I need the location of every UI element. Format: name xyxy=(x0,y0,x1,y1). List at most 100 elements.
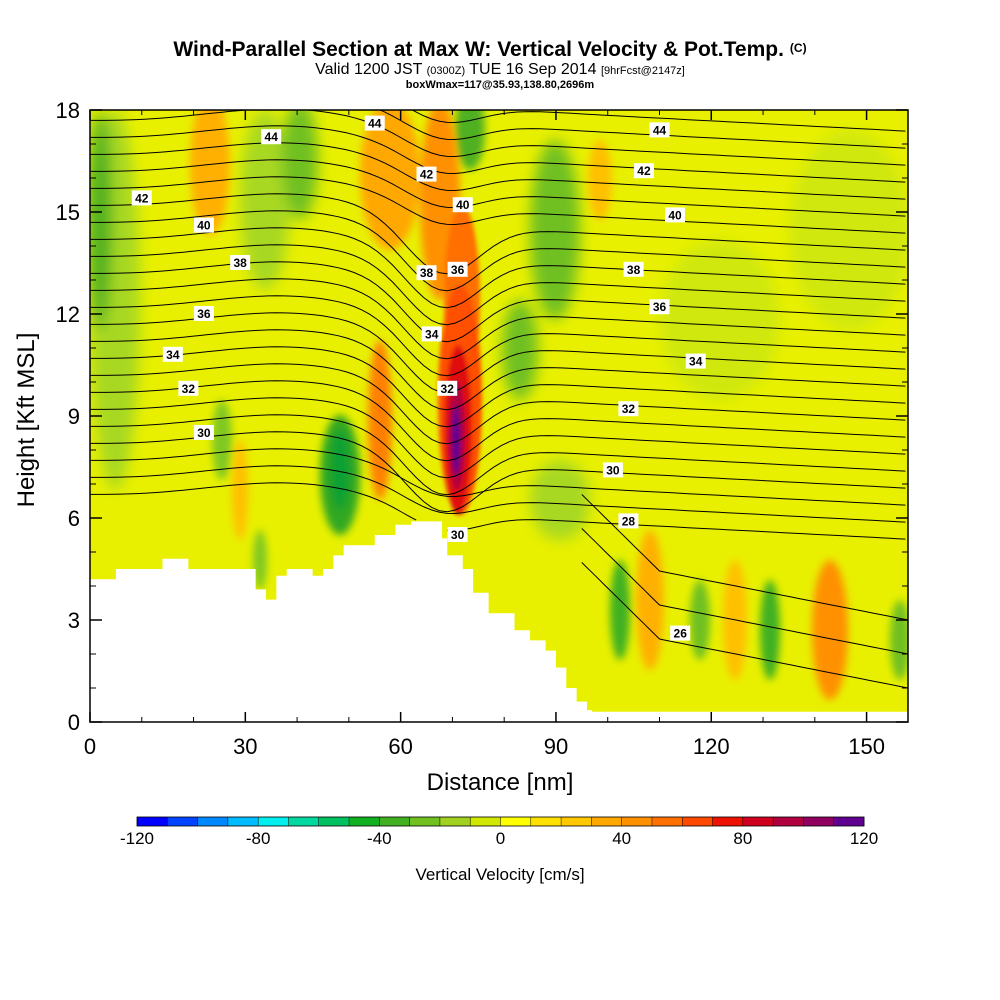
contour-label: 30 xyxy=(451,528,465,542)
contour-label: 28 xyxy=(622,514,636,528)
isentrope-line xyxy=(581,562,908,689)
x-tick-label: 0 xyxy=(84,734,96,759)
isentrope-line xyxy=(90,261,906,343)
contour-label-bg xyxy=(131,190,152,206)
colorbar-swatch xyxy=(379,817,411,826)
x-tick-label: 60 xyxy=(388,734,412,759)
x-tick-label: 30 xyxy=(233,734,257,759)
colorbar-swatch xyxy=(712,817,744,826)
chart-title: Wind-Parallel Section at Max W: Vertical… xyxy=(173,38,806,61)
colorbar-swatch xyxy=(227,817,259,826)
isentrope-line xyxy=(378,110,906,149)
isentrope-line xyxy=(90,346,906,428)
contour-label-bg xyxy=(623,261,644,277)
isentrope-line xyxy=(90,142,906,200)
velocity-blob xyxy=(530,140,580,320)
colorbar-swatch xyxy=(742,817,774,826)
contour-label: 36 xyxy=(451,263,465,277)
colorbar-swatch xyxy=(803,817,835,826)
isentrope-line xyxy=(90,295,906,377)
isentrope-line xyxy=(90,312,906,394)
colorbar-swatch xyxy=(349,817,380,826)
colorbar-tick-label: 40 xyxy=(612,829,631,848)
velocity-blob xyxy=(502,300,538,400)
contour-label-bg xyxy=(416,265,437,281)
contour-label: 38 xyxy=(420,266,434,280)
isentrope-line xyxy=(90,414,906,496)
contour-label: 42 xyxy=(135,191,149,205)
contour-label: 30 xyxy=(197,426,211,440)
y-tick-label: 12 xyxy=(56,302,80,327)
contour-label-bg xyxy=(178,380,199,396)
contour-label: 30 xyxy=(606,463,620,477)
colorbar-swatch xyxy=(288,817,320,826)
contour-label-bg xyxy=(649,122,670,138)
contour-label-bg xyxy=(193,217,214,233)
colorbar: -120 -80 -40 0 40 80 120 xyxy=(120,816,878,848)
y-tick-label: 18 xyxy=(56,98,80,123)
colorbar-swatch xyxy=(470,817,501,826)
velocity-blob xyxy=(812,560,848,700)
contour-label: 34 xyxy=(166,348,180,362)
colorbar-swatch xyxy=(197,817,229,826)
isentrope-line xyxy=(90,278,906,360)
velocity-blob xyxy=(690,580,710,660)
pot-temp-contours xyxy=(90,110,908,689)
isentrope-line xyxy=(90,244,906,326)
colorbar-tick-label: -40 xyxy=(367,829,392,848)
chart-title-mark: (C) xyxy=(790,41,807,55)
isentrope-line xyxy=(90,329,906,411)
y-tick-label: 6 xyxy=(68,506,80,531)
velocity-blob xyxy=(610,560,630,660)
velocity-blob xyxy=(282,110,318,220)
isentrope-line xyxy=(90,176,906,234)
contour-label-bg xyxy=(452,197,473,213)
subtitle-utc: (0300Z) xyxy=(427,65,466,77)
colorbar-swatch xyxy=(833,817,865,826)
velocity-blob xyxy=(636,530,664,670)
contour-label-bg xyxy=(665,207,686,223)
contour-label-bg xyxy=(416,166,437,182)
isentrope-line xyxy=(90,363,906,445)
colorbar-swatch xyxy=(773,817,804,826)
contour-label: 34 xyxy=(689,355,703,369)
contour-label-bg xyxy=(685,353,706,369)
contour-label-bg xyxy=(437,380,458,396)
colorbar-swatch xyxy=(137,817,168,826)
isentrope-line xyxy=(581,494,908,621)
velocity-blob xyxy=(760,580,780,680)
y-axis-label: Height [Kft MSL] xyxy=(13,333,40,508)
contour-label-bg xyxy=(193,306,214,321)
contour-label-bg xyxy=(421,326,442,342)
y-tick-label: 3 xyxy=(68,608,80,633)
contour-label: 44 xyxy=(368,117,382,131)
x-tick-label: 150 xyxy=(848,734,885,759)
contour-label: 42 xyxy=(637,164,651,178)
velocity-blob xyxy=(588,140,612,220)
contour-label: 36 xyxy=(653,300,667,314)
isentrope-line xyxy=(447,519,906,540)
colorbar-swatch xyxy=(561,817,592,826)
chart-title-text: Wind-Parallel Section at Max W: Vertical… xyxy=(173,38,784,61)
velocity-blob xyxy=(212,400,232,480)
contour-label: 32 xyxy=(622,402,636,416)
velocity-blob xyxy=(360,110,420,250)
contour-label: 34 xyxy=(425,327,439,341)
contour-label: 44 xyxy=(653,123,667,137)
colorbar-label: Vertical Velocity [cm/s] xyxy=(415,865,584,884)
y-tick-label: 0 xyxy=(68,710,80,735)
x-axis-label: Distance [nm] xyxy=(427,769,574,796)
colorbar-swatch xyxy=(530,817,562,826)
colorbar-swatch xyxy=(439,817,471,826)
colorbar-swatch xyxy=(500,817,532,826)
contour-label: 38 xyxy=(233,256,247,270)
velocity-blob xyxy=(455,110,485,170)
y-tick-label: 9 xyxy=(68,404,80,429)
isentrope-line xyxy=(90,431,906,513)
contour-label-bg xyxy=(633,163,654,179)
colorbar-tick-label: 120 xyxy=(850,829,878,848)
contour-label: 32 xyxy=(182,382,196,396)
chart-note: boxWmax=117@35.93,138.80,2696m xyxy=(406,79,595,91)
velocity-blob xyxy=(368,340,392,500)
